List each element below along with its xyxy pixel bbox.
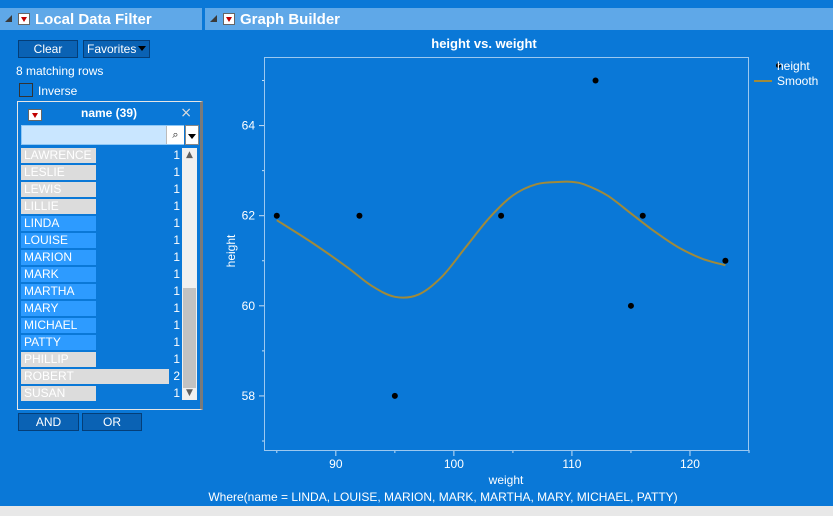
legend-label: height — [777, 59, 810, 73]
list-item-lewis[interactable]: LEWIS — [21, 182, 96, 197]
list-item-lillie[interactable]: LILLIE — [21, 199, 96, 214]
red-triangle-menu-icon[interactable] — [28, 109, 42, 121]
legend: height Smooth — [752, 58, 832, 92]
list-item-marion[interactable]: MARION — [21, 250, 96, 265]
data-point[interactable] — [627, 302, 634, 309]
and-button[interactable]: AND — [18, 413, 79, 431]
or-button[interactable]: OR — [82, 413, 142, 431]
matching-rows-text: 8 matching rows — [16, 64, 104, 78]
list-item-linda[interactable]: LINDA — [21, 216, 96, 231]
panel-title: Local Data Filter — [35, 10, 152, 28]
list-scrollbar[interactable]: ▲ ▼ — [182, 148, 197, 400]
list-item-phillip[interactable]: PHILLIP — [21, 352, 96, 367]
local-data-filter-header[interactable]: Local Data Filter — [0, 8, 202, 30]
data-point[interactable] — [356, 212, 363, 219]
scroll-thumb[interactable] — [183, 288, 196, 388]
x-tick-label: 90 — [329, 457, 343, 471]
status-bar — [0, 506, 833, 516]
chart-title: height vs. weight — [431, 36, 537, 51]
list-item-lawrence[interactable]: LAWRENCE — [21, 148, 96, 163]
x-tick-label: 120 — [680, 457, 700, 471]
list-item-mary[interactable]: MARY — [21, 301, 96, 316]
name-filter-box: name (39) × ⌕ LAWRENCE 1 LESLIE 1 LEWIS 1 LILL… — [17, 101, 203, 410]
legend-line-marker — [754, 80, 772, 82]
panel-title: Graph Builder — [240, 10, 341, 28]
list-item-count: 1 — [173, 318, 180, 332]
list-item-count: 1 — [173, 301, 180, 315]
scroll-down-icon[interactable]: ▼ — [186, 388, 193, 398]
data-point[interactable] — [592, 77, 599, 84]
list-item-count: 1 — [173, 352, 180, 366]
favorites-label: Favorites — [87, 42, 137, 56]
graph-builder-header[interactable]: Graph Builder — [205, 8, 833, 30]
x-tick-label: 100 — [444, 457, 464, 471]
legend-point-marker — [776, 63, 781, 68]
list-item-martha[interactable]: MARTHA — [21, 284, 96, 299]
data-point[interactable] — [722, 257, 729, 264]
data-point[interactable] — [273, 212, 280, 219]
red-triangle-menu-icon[interactable] — [18, 13, 30, 25]
clear-button[interactable]: Clear — [18, 40, 78, 58]
y-tick-label: 62 — [242, 209, 256, 223]
y-axis-label: height — [224, 234, 238, 267]
data-point[interactable] — [391, 392, 398, 399]
list-item-count: 1 — [173, 148, 180, 162]
list-item-count: 2 — [173, 369, 180, 383]
inverse-label: Inverse — [38, 84, 78, 98]
list-item-louise[interactable]: LOUISE — [21, 233, 96, 248]
list-item-count: 1 — [173, 335, 180, 349]
list-item-patty[interactable]: PATTY — [21, 335, 96, 350]
list-item-count: 1 — [173, 386, 180, 400]
plot-area[interactable] — [264, 57, 749, 451]
data-point[interactable] — [498, 212, 505, 219]
list-item-count: 1 — [173, 216, 180, 230]
search-icon[interactable]: ⌕ — [166, 126, 184, 144]
y-tick-label: 64 — [242, 119, 256, 133]
scroll-up-icon[interactable]: ▲ — [186, 150, 193, 160]
where-clause-text: Where(name = LINDA, LOUISE, MARION, MARK… — [208, 490, 678, 504]
legend-item-smooth[interactable]: Smooth — [752, 73, 832, 89]
red-triangle-menu-icon[interactable] — [223, 13, 235, 25]
inverse-checkbox[interactable] — [19, 83, 33, 97]
disclosure-triangle-icon[interactable] — [4, 14, 14, 24]
smooth-line[interactable] — [276, 180, 726, 299]
list-item-count: 1 — [173, 165, 180, 179]
chevron-down-icon — [138, 46, 146, 51]
list-item-leslie[interactable]: LESLIE — [21, 165, 96, 180]
filter-title: name (39) — [80, 106, 138, 120]
y-tick-label: 60 — [242, 299, 256, 313]
data-point[interactable] — [639, 212, 646, 219]
list-item-count: 1 — [173, 250, 180, 264]
list-item-count: 1 — [173, 199, 180, 213]
list-item-count: 1 — [173, 182, 180, 196]
x-axis-label: weight — [488, 473, 524, 487]
list-item-count: 1 — [173, 233, 180, 247]
list-item-count: 1 — [173, 267, 180, 281]
list-item-susan[interactable]: SUSAN — [21, 386, 96, 401]
list-item-michael[interactable]: MICHAEL — [21, 318, 96, 333]
favorites-dropdown[interactable]: Favorites — [83, 40, 150, 58]
search-options-dropdown[interactable] — [185, 125, 199, 145]
x-tick-label: 110 — [562, 457, 581, 471]
disclosure-triangle-icon[interactable] — [209, 14, 219, 24]
legend-item-height[interactable]: height — [752, 58, 832, 74]
y-tick-label: 58 — [242, 389, 256, 403]
legend-label: Smooth — [777, 74, 819, 88]
close-icon[interactable]: × — [180, 105, 192, 121]
list-item-mark[interactable]: MARK — [21, 267, 96, 282]
list-item-count: 1 — [173, 284, 180, 298]
list-item-robert[interactable]: ROBERT — [21, 369, 169, 384]
